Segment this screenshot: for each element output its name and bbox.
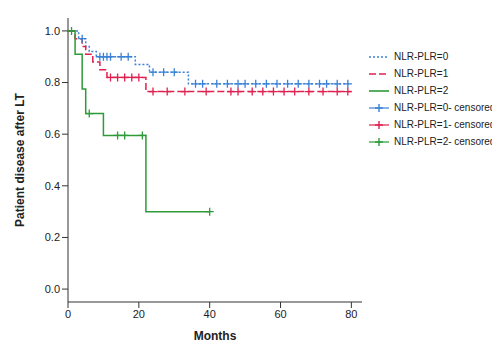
svg-text:1.0: 1.0 <box>45 25 60 37</box>
html-text:NLR-PLR=2- censored: NLR-PLR=2- censored <box>394 136 496 147</box>
html-text:NLR-PLR=1: NLR-PLR=1 <box>394 68 449 79</box>
svg-text:0.2: 0.2 <box>45 231 60 243</box>
svg-text:0.4: 0.4 <box>45 180 60 192</box>
svg-text:0.6: 0.6 <box>45 128 60 140</box>
html-text:NLR-PLR=2: NLR-PLR=2 <box>394 85 449 96</box>
svg-text:0.8: 0.8 <box>45 76 60 88</box>
svg-text:80: 80 <box>345 308 357 320</box>
html-text:NLR-PLR=1- censored: NLR-PLR=1- censored <box>394 119 496 130</box>
svg-text:20: 20 <box>133 308 145 320</box>
svg-text:0: 0 <box>65 308 71 320</box>
svg-text:Months: Months <box>194 329 237 343</box>
svg-text:Patient disease after LT: Patient disease after LT <box>13 92 27 226</box>
svg-text:0.0: 0.0 <box>45 283 60 295</box>
html-text:NLR-PLR=0: NLR-PLR=0 <box>394 51 449 62</box>
html-text:NLR-PLR=0- censored: NLR-PLR=0- censored <box>394 102 496 113</box>
svg-text:40: 40 <box>204 308 216 320</box>
svg-text:60: 60 <box>274 308 286 320</box>
